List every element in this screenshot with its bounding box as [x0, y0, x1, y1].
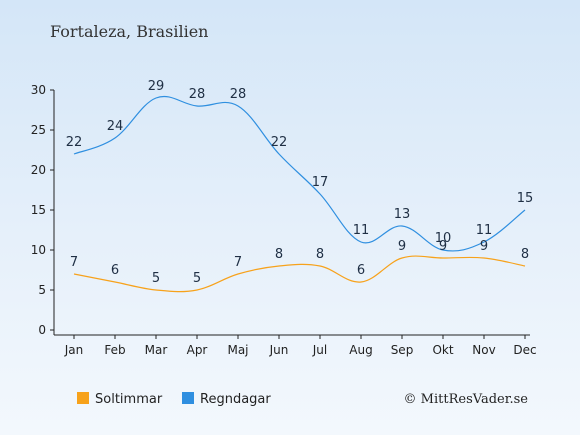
y-tick-label: 10 — [31, 243, 46, 257]
x-tick-label: Feb — [104, 343, 125, 357]
x-tick-label: Dec — [513, 343, 536, 357]
data-label-soltimmar: 6 — [111, 263, 119, 278]
y-tick-label: 0 — [38, 323, 46, 337]
data-label-regndagar: 13 — [394, 207, 411, 222]
data-label-regndagar: 11 — [476, 223, 493, 238]
data-label-soltimmar: 6 — [357, 263, 365, 278]
series-line-soltimmar — [73, 255, 526, 293]
data-label-soltimmar: 8 — [521, 247, 529, 262]
axes: 0 5 10 15 20 25 30 Jan Feb Mar Apr Maj Jun Jul Aug Sep O… — [31, 83, 537, 357]
x-tick-label: Jun — [269, 343, 289, 357]
x-tick-label: Nov — [472, 343, 495, 357]
x-tick-label: Okt — [432, 343, 453, 357]
data-label-regndagar: 28 — [189, 87, 206, 102]
data-label-soltimmar: 9 — [439, 239, 447, 254]
data-label-regndagar: 29 — [148, 79, 165, 94]
x-tick-label: Apr — [187, 343, 208, 357]
data-label-regndagar: 15 — [517, 191, 534, 206]
y-tick-label: 20 — [31, 163, 46, 177]
data-label-soltimmar: 8 — [275, 247, 283, 262]
x-tick-label: Mar — [145, 343, 168, 357]
data-label-soltimmar: 9 — [398, 239, 406, 254]
data-label-regndagar: 11 — [353, 223, 370, 238]
data-label-soltimmar: 8 — [316, 247, 324, 262]
data-label-soltimmar: 9 — [480, 239, 488, 254]
x-tick-label: Maj — [227, 343, 248, 357]
data-label-regndagar: 10 — [435, 231, 452, 246]
x-tick-label: Jan — [64, 343, 84, 357]
legend-label-soltimmar: Soltimmar — [95, 392, 163, 407]
series-line-regndagar — [73, 96, 526, 252]
chart-title: Fortaleza, Brasilien — [50, 22, 208, 41]
y-tick-label: 25 — [31, 123, 46, 137]
legend-swatch-regndagar — [182, 392, 194, 404]
credit-text: © MittResVader.se — [404, 392, 529, 407]
data-label-regndagar: 28 — [230, 87, 247, 102]
legend: Soltimmar Regndagar — [77, 392, 271, 407]
data-label-regndagar: 22 — [66, 135, 83, 150]
legend-swatch-soltimmar — [77, 392, 89, 404]
data-labels: 7 6 5 5 7 8 8 6 9 9 9 8 22 24 29 28 28 22 17 11 13 10 11 15 — [66, 79, 534, 286]
x-tick-label: Jul — [312, 343, 327, 357]
data-label-regndagar: 24 — [107, 119, 124, 134]
data-label-soltimmar: 5 — [152, 271, 160, 286]
data-label-regndagar: 17 — [312, 175, 329, 190]
legend-label-regndagar: Regndagar — [200, 392, 271, 407]
data-label-regndagar: 22 — [271, 135, 288, 150]
y-tick-label: 15 — [31, 203, 46, 217]
data-label-soltimmar: 5 — [193, 271, 201, 286]
y-tick-label: 30 — [31, 83, 46, 97]
data-label-soltimmar: 7 — [70, 255, 78, 270]
x-tick-label: Sep — [391, 343, 414, 357]
y-tick-label: 5 — [38, 283, 46, 297]
x-tick-label: Aug — [349, 343, 372, 357]
series-lines — [73, 96, 526, 293]
data-label-soltimmar: 7 — [234, 255, 242, 270]
